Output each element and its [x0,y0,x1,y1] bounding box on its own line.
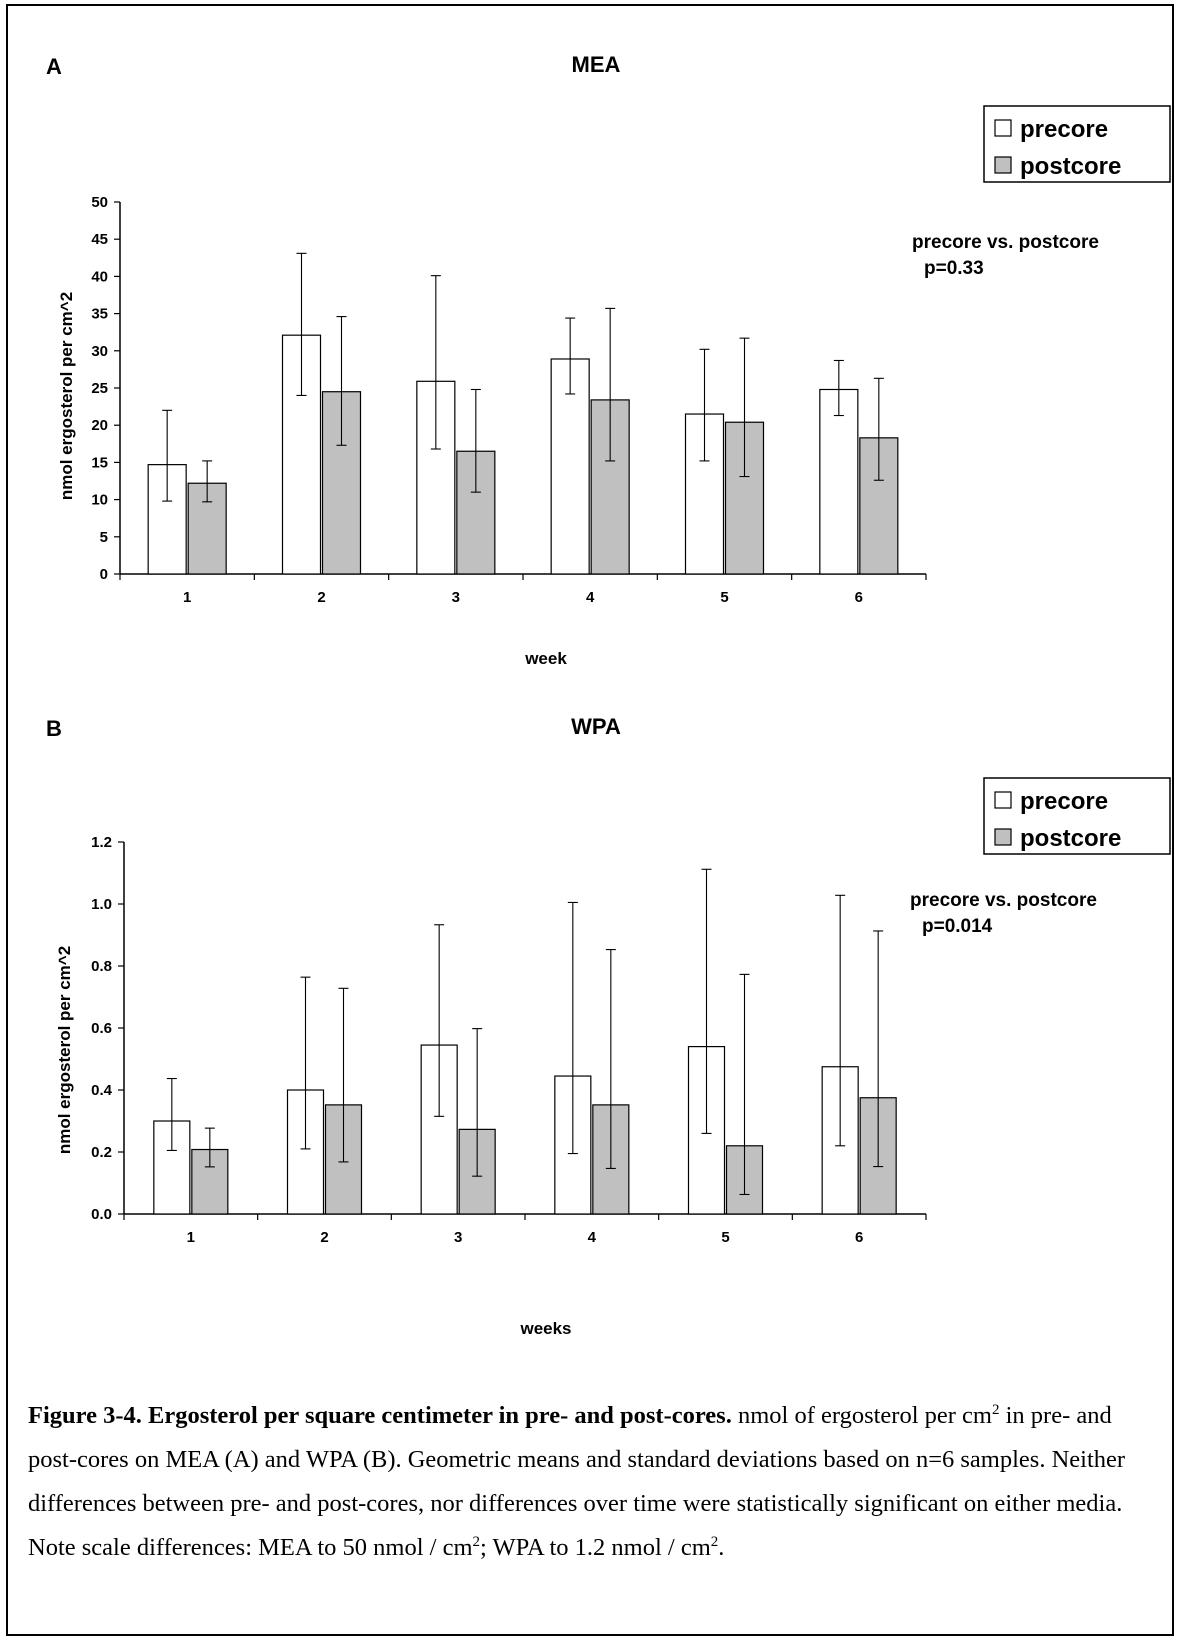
bar-precore-week-6 [821,1066,859,1215]
legend-swatch-precore [994,791,1012,809]
chart-title-b: WPA [571,714,621,739]
y-tick-label: 25 [91,380,108,397]
y-tick-label: 0.6 [91,1020,112,1037]
x-tick-label: 5 [720,589,728,606]
y-tick-label: 1.2 [91,834,112,851]
plot-area-b: 0.0 0.2 0.4 0.6 0.8 1.0 1.2 1 2 3 4 5 6 [91,834,927,1246]
x-axis-label-b: weeks [519,1319,571,1334]
legend-swatch-postcore [994,828,1012,846]
x-tick-label: 3 [452,589,460,606]
caption-superscript: 2 [991,1401,1000,1418]
x-tick-label: 2 [320,1229,328,1246]
stat-label-b: precore vs. postcore [910,890,1097,911]
caption-text-3: ; WPA to 1.2 nmol / cm [480,1534,711,1561]
x-tick-label: 1 [187,1229,195,1246]
y-tick-label: 30 [91,343,108,360]
y-tick-label: 20 [91,417,108,434]
x-axis-label-a: week [524,649,567,668]
caption-text-4: . [718,1534,725,1561]
y-tick-label: 1.0 [91,896,112,913]
y-tick-label: 5 [100,529,108,546]
chart-panel-a: A MEA precore postcore precore vs. postc… [46,52,1171,668]
y-tick-label: 15 [91,454,108,471]
y-axis-label-b: nmol ergosterol per cm^2 [55,946,74,1154]
x-tick-label: 6 [855,589,863,606]
figure-caption: Figure 3-4. Ergosterol per square centim… [28,1394,1158,1570]
legend-a: precore postcore [983,105,1171,183]
y-tick-label: 0.0 [91,1206,112,1223]
x-tick-label: 4 [588,1229,597,1246]
caption-text-1: nmol of ergosterol per cm [731,1402,992,1429]
stat-pvalue-b: p=0.014 [922,916,993,937]
caption-superscript: 2 [710,1533,719,1550]
bar-precore-week-6 [819,388,859,575]
legend-label-postcore: postcore [1020,153,1121,180]
bar-precore-week-4 [550,358,590,575]
chart-panel-b: B WPA precore postcore precore vs. postc… [46,714,1171,1334]
stat-label-a: precore vs. postcore [912,232,1099,253]
y-tick-label: 0 [100,566,108,583]
panel-letter-b: B [46,716,62,741]
caption-text-2: in pre- and post-cores on MEA (A) and WP… [28,1402,1126,1561]
figure-frame: A MEA precore postcore precore vs. postc… [6,4,1174,1636]
y-tick-label: 40 [91,268,108,285]
x-tick-label: 6 [855,1229,863,1246]
y-tick-label: 45 [91,231,108,248]
caption-superscript: 2 [472,1533,481,1550]
y-tick-label: 0.8 [91,958,112,975]
chart-title-a: MEA [572,52,621,77]
y-tick-label: 0.4 [91,1082,113,1099]
x-tick-label: 5 [721,1229,729,1246]
x-tick-label: 2 [317,589,325,606]
stat-pvalue-a: p=0.33 [924,258,984,279]
y-tick-label: 0.2 [91,1144,112,1161]
y-axis-label-a: nmol ergosterol per cm^2 [57,292,76,500]
legend-box [983,777,1171,855]
y-tick-label: 50 [91,194,108,211]
x-tick-label: 3 [454,1229,462,1246]
legend-swatch-precore [994,119,1012,137]
legend-swatch-postcore [994,156,1012,174]
legend-b: precore postcore [983,777,1171,855]
panel-letter-a: A [46,54,62,79]
caption-title: Figure 3-4. Ergosterol per square centim… [28,1402,732,1429]
legend-label-precore: precore [1020,788,1108,815]
y-tick-label: 35 [91,306,108,323]
legend-label-postcore: postcore [1020,825,1121,852]
x-tick-label: 4 [586,589,595,606]
x-tick-label: 1 [183,589,191,606]
legend-box [983,105,1171,183]
legend-label-precore: precore [1020,116,1108,143]
y-tick-label: 10 [91,492,108,509]
